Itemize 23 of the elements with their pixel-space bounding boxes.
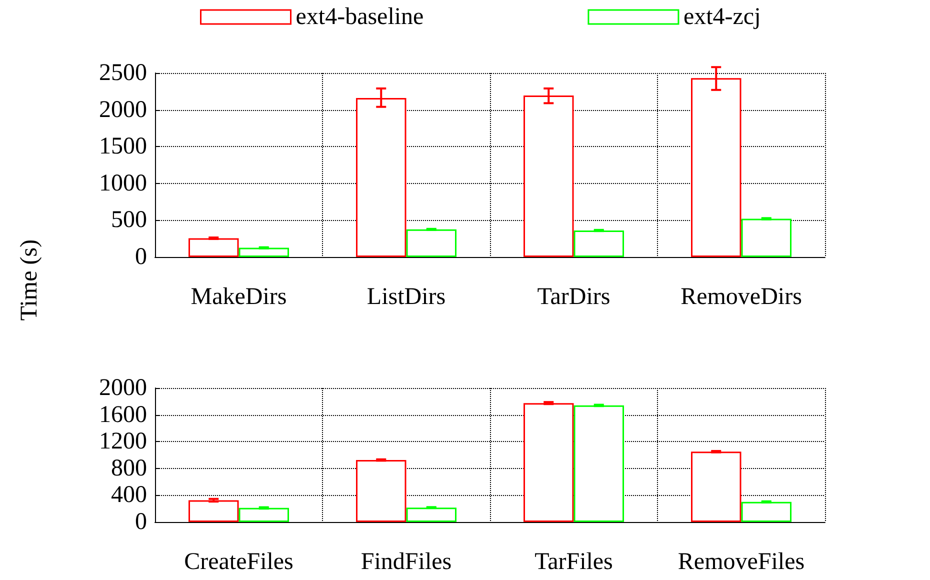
x-tick-label: FindFiles (360, 549, 452, 575)
x-tick-label: RemoveDirs (680, 284, 802, 310)
x-tick-label: TarDirs (537, 284, 610, 310)
y-tick-label: 1200 (99, 428, 147, 455)
y-tick-label: 1000 (99, 170, 147, 196)
y-tick-label: 0 (135, 509, 147, 535)
y-tick-label: 2000 (99, 96, 147, 123)
x-tick-label: ListDirs (366, 284, 446, 310)
y-tick-label: 1600 (99, 402, 147, 428)
y-tick-label: 800 (111, 455, 147, 482)
y-tick-label: 2000 (99, 375, 147, 401)
x-tick-label: CreateFiles (184, 549, 294, 575)
y-tick-label: 500 (111, 207, 147, 234)
y-axis-title: Time (s) (16, 239, 44, 321)
legend-label: ext4-zcj (683, 4, 785, 30)
y-tick-label: 0 (135, 244, 147, 270)
y-tick-label: 1500 (99, 134, 147, 160)
x-tick-label: MakeDirs (190, 284, 287, 310)
legend-label: ext4-baseline (296, 4, 448, 30)
y-tick-label: 2500 (99, 60, 147, 86)
x-tick-label: RemoveFiles (678, 549, 805, 575)
x-tick-label: TarFiles (534, 549, 613, 575)
y-tick-label: 400 (111, 482, 147, 508)
